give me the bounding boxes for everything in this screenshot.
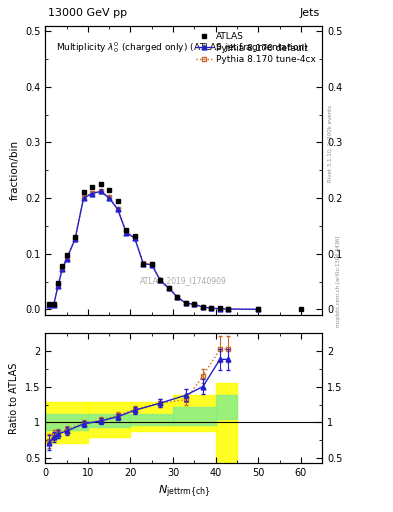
Pythia 8.170 default <box>149 262 154 268</box>
Line: ATLAS: ATLAS <box>47 182 303 312</box>
Pythia 8.170 default <box>124 229 129 236</box>
Pythia 8.170 tune-4cx <box>115 205 120 211</box>
Pythia 8.170 tune-4cx <box>73 236 77 242</box>
Pythia 8.170 default <box>218 306 222 312</box>
Pythia 8.170 tune-4cx <box>51 302 56 308</box>
ATLAS <box>115 198 120 204</box>
ATLAS <box>60 263 64 269</box>
Pythia 8.170 default <box>73 236 77 242</box>
Pythia 8.170 tune-4cx <box>158 277 163 283</box>
Pythia 8.170 tune-4cx <box>218 306 222 312</box>
ATLAS <box>226 306 231 312</box>
Line: Pythia 8.170 tune-4cx: Pythia 8.170 tune-4cx <box>47 188 261 312</box>
Pythia 8.170 tune-4cx <box>81 195 86 201</box>
ATLAS <box>124 227 129 233</box>
Pythia 8.170 tune-4cx <box>107 195 112 201</box>
Legend: ATLAS, Pythia 8.170 default, Pythia 8.170 tune-4cx: ATLAS, Pythia 8.170 default, Pythia 8.17… <box>195 30 318 66</box>
ATLAS <box>256 306 261 312</box>
Y-axis label: fraction/bin: fraction/bin <box>9 140 19 200</box>
ATLAS <box>51 301 56 307</box>
Pythia 8.170 default <box>60 266 64 272</box>
Pythia 8.170 default <box>90 190 94 197</box>
Pythia 8.170 tune-4cx <box>184 300 188 306</box>
Pythia 8.170 default <box>132 235 137 241</box>
ATLAS <box>141 261 145 267</box>
Pythia 8.170 tune-4cx <box>149 261 154 267</box>
Pythia 8.170 tune-4cx <box>132 234 137 241</box>
ATLAS <box>175 294 180 300</box>
ATLAS <box>192 301 197 307</box>
ATLAS <box>73 234 77 240</box>
ATLAS <box>90 184 94 190</box>
Pythia 8.170 tune-4cx <box>90 190 94 196</box>
Pythia 8.170 default <box>64 256 69 262</box>
Pythia 8.170 default <box>141 261 145 267</box>
Pythia 8.170 tune-4cx <box>200 304 205 310</box>
X-axis label: $N_{\mathrm{jettrm\{ch\}}}$: $N_{\mathrm{jettrm\{ch\}}}$ <box>158 484 210 500</box>
Pythia 8.170 tune-4cx <box>175 294 180 300</box>
ATLAS <box>299 306 303 312</box>
Pythia 8.170 default <box>256 306 261 312</box>
ATLAS <box>107 187 112 193</box>
Text: Jets: Jets <box>299 8 320 18</box>
Pythia 8.170 tune-4cx <box>47 302 52 308</box>
Pythia 8.170 default <box>107 195 112 201</box>
Line: Pythia 8.170 default: Pythia 8.170 default <box>47 189 261 312</box>
Pythia 8.170 default <box>158 278 163 284</box>
Text: mcplots.cern.ch [arXiv:1306.3436]: mcplots.cern.ch [arXiv:1306.3436] <box>336 236 341 327</box>
Pythia 8.170 default <box>81 195 86 201</box>
Pythia 8.170 default <box>184 300 188 306</box>
ATLAS <box>200 304 205 310</box>
Pythia 8.170 default <box>115 206 120 212</box>
Pythia 8.170 tune-4cx <box>256 306 261 312</box>
ATLAS <box>132 233 137 239</box>
ATLAS <box>184 300 188 306</box>
Pythia 8.170 tune-4cx <box>167 285 171 291</box>
Pythia 8.170 tune-4cx <box>226 306 231 312</box>
ATLAS <box>149 261 154 267</box>
Pythia 8.170 tune-4cx <box>60 266 64 272</box>
ATLAS <box>81 189 86 196</box>
Text: Rivet 3.1.10, ≥ 300k events: Rivet 3.1.10, ≥ 300k events <box>328 105 333 182</box>
Pythia 8.170 default <box>167 285 171 291</box>
Pythia 8.170 default <box>192 301 197 307</box>
ATLAS <box>167 285 171 291</box>
Pythia 8.170 tune-4cx <box>192 301 197 307</box>
Text: 13000 GeV pp: 13000 GeV pp <box>48 8 127 18</box>
Pythia 8.170 default <box>209 305 214 311</box>
Pythia 8.170 default <box>226 306 231 312</box>
Pythia 8.170 tune-4cx <box>209 305 214 311</box>
Pythia 8.170 default <box>200 304 205 310</box>
Pythia 8.170 default <box>175 294 180 300</box>
Pythia 8.170 tune-4cx <box>56 282 61 288</box>
Pythia 8.170 default <box>56 283 61 289</box>
Pythia 8.170 default <box>98 188 103 195</box>
Pythia 8.170 tune-4cx <box>98 188 103 194</box>
Pythia 8.170 tune-4cx <box>64 255 69 262</box>
Text: Multiplicity $\lambda_0^0$ (charged only) (ATLAS jet fragmentation): Multiplicity $\lambda_0^0$ (charged only… <box>56 40 309 55</box>
ATLAS <box>98 181 103 187</box>
Pythia 8.170 default <box>51 302 56 308</box>
ATLAS <box>218 305 222 311</box>
Pythia 8.170 tune-4cx <box>124 228 129 234</box>
ATLAS <box>209 305 214 311</box>
Pythia 8.170 default <box>47 302 52 308</box>
ATLAS <box>158 278 163 284</box>
Y-axis label: Ratio to ATLAS: Ratio to ATLAS <box>9 362 19 434</box>
Pythia 8.170 tune-4cx <box>141 260 145 266</box>
ATLAS <box>47 301 52 307</box>
ATLAS <box>56 280 61 286</box>
Text: ATLAS_2019_I1740909: ATLAS_2019_I1740909 <box>140 275 227 285</box>
ATLAS <box>64 252 69 258</box>
